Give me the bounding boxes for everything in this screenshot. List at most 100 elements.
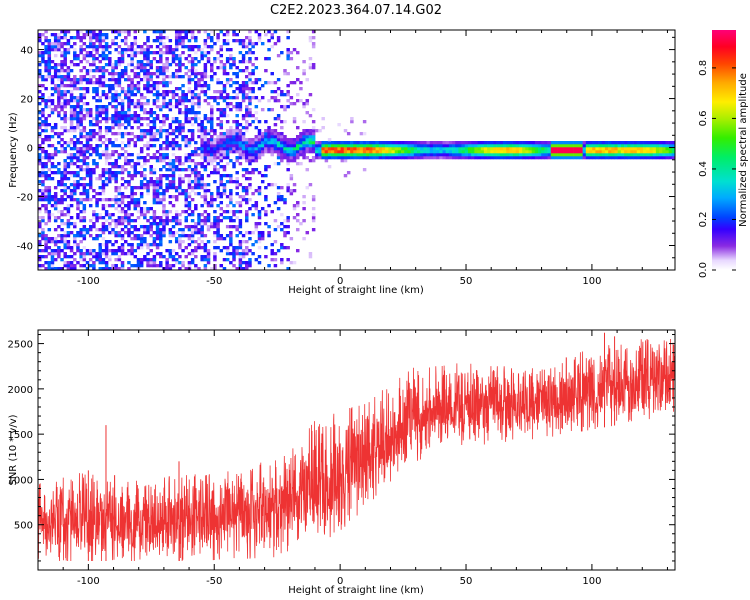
spectrogram-cell: [448, 147, 453, 151]
spectrogram-cell: [127, 96, 131, 100]
spectrogram-cell: [47, 75, 52, 79]
spectrogram-cell: [190, 78, 195, 82]
spectrogram-cell: [82, 87, 87, 91]
spectrogram-cell: [200, 150, 204, 154]
spectrogram-cell: [503, 153, 507, 157]
spectrogram-cell: [257, 129, 262, 133]
spectrogram-cell: [82, 57, 87, 61]
spectrogram-cell: [280, 150, 284, 154]
spectrogram-cell: [197, 237, 201, 241]
spectrogram-cell: [139, 192, 144, 196]
spectrogram-cell: [162, 117, 166, 121]
spectrogram-cell: [563, 147, 567, 151]
spectrogram-cell: [53, 123, 58, 127]
spectrogram-cell: [120, 111, 125, 115]
spectrogram-cell: [289, 51, 294, 55]
spectrogram-cell: [47, 156, 52, 160]
spectrogram-cell: [127, 195, 131, 199]
spectrogram-cell: [69, 216, 74, 220]
spectrogram-cell: [162, 213, 166, 217]
spectrogram-cell: [487, 156, 491, 160]
spectrogram-cell: [168, 252, 173, 256]
spectrogram-cell: [229, 144, 233, 148]
spectrogram-cell: [133, 225, 138, 229]
spectrogram-cell: [50, 267, 55, 271]
spectrogram-cell: [232, 138, 236, 142]
spectrogram-cell: [442, 150, 446, 154]
spectrogram-cell: [245, 231, 249, 235]
spectrogram-cell: [311, 135, 316, 139]
spectrogram-cell: [178, 240, 182, 244]
spectrogram-cell: [184, 120, 188, 124]
spectrogram-cell: [66, 99, 71, 103]
spectrogram-cell: [327, 153, 332, 157]
spectrogram-cell: [206, 261, 211, 265]
spectrogram-cell: [197, 72, 201, 76]
spectrogram-cell: [149, 72, 153, 76]
spectrogram-cell: [60, 198, 64, 202]
spectrogram-cell: [79, 69, 83, 73]
spectrogram-cell: [187, 252, 192, 256]
spectrogram-cell: [143, 129, 147, 133]
spectrogram-cell: [104, 264, 109, 268]
spectrogram-cell: [238, 153, 243, 157]
spectrogram-cell: [41, 228, 45, 232]
spectrogram-cell: [38, 144, 42, 148]
spectrogram-x-tick-label: 0: [337, 276, 343, 287]
spectrogram-cell: [270, 132, 274, 136]
spectrogram-cell: [69, 264, 74, 268]
spectrogram-cell: [136, 258, 141, 262]
spectrogram-cell: [245, 267, 249, 271]
spectrogram-cell: [206, 132, 211, 136]
spectrogram-cell: [162, 75, 166, 79]
spectrogram-cell: [143, 87, 147, 91]
spectrogram-cell: [257, 78, 262, 82]
spectrogram-cell: [206, 75, 211, 79]
spectrogram-cell: [76, 105, 80, 109]
spectrogram-cell: [79, 219, 83, 223]
spectrogram-cell: [611, 144, 615, 148]
spectrogram-cell: [76, 243, 80, 247]
spectrogram-cell: [146, 60, 150, 64]
spectrogram-cell: [238, 150, 243, 154]
spectrogram-cell: [171, 183, 176, 187]
spectrogram-cell: [101, 150, 106, 154]
spectrogram-cell: [174, 57, 179, 61]
spectrogram-cell: [108, 267, 112, 271]
spectrogram-cell: [187, 168, 192, 172]
spectrogram-cell: [241, 45, 246, 49]
spectrogram-cell: [38, 69, 42, 73]
spectrogram-cell: [241, 60, 246, 64]
spectrogram-cell: [321, 153, 325, 157]
spectrogram-cell: [598, 141, 603, 145]
spectrogram-cell: [331, 156, 335, 160]
spectrogram-cell: [209, 162, 214, 166]
spectrogram-cell: [117, 84, 122, 88]
spectrogram-cell: [213, 267, 217, 271]
spectrogram-cell: [410, 153, 415, 157]
spectrogram-cell: [88, 81, 93, 85]
spectrogram-cell: [388, 144, 392, 148]
spectrogram-cell: [213, 216, 217, 220]
spectrogram-cell: [108, 90, 112, 94]
spectrogram-cell: [241, 135, 246, 139]
spectrogram-cell: [139, 207, 144, 211]
spectrogram-cell: [162, 42, 166, 46]
spectrogram-cell: [92, 267, 96, 271]
spectrogram-cell: [560, 144, 564, 148]
spectrogram-cell: [200, 51, 204, 55]
spectrogram-cell: [538, 153, 542, 157]
spectrogram-cell: [79, 99, 83, 103]
spectrogram-cell: [270, 144, 274, 148]
spectrogram-cell: [569, 147, 574, 151]
spectrogram-cell: [82, 246, 87, 250]
spectrogram-cell: [155, 225, 160, 229]
spectrogram-cell: [114, 111, 118, 115]
spectrogram-cell: [117, 126, 122, 130]
spectrogram-cell: [257, 135, 262, 139]
spectrogram-x-tick-label: 100: [582, 276, 601, 287]
spectrogram-cell: [104, 57, 109, 61]
spectrogram-cell: [139, 243, 144, 247]
spectrogram-cell: [41, 249, 45, 253]
spectrogram-cell: [155, 36, 160, 40]
